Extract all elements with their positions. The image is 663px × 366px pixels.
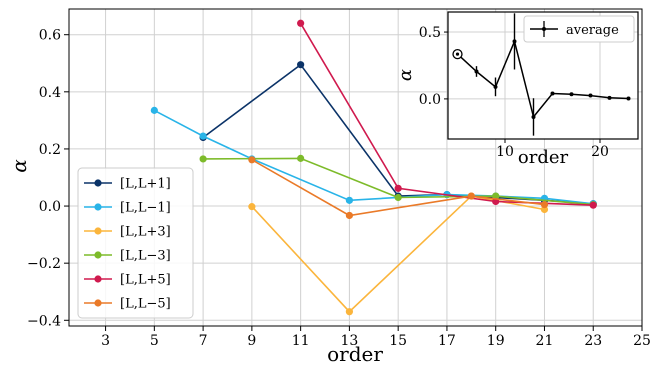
main-x-tick-label: 13	[340, 333, 358, 349]
series-line	[251, 195, 545, 313]
series-point	[297, 19, 305, 27]
average-point	[474, 69, 479, 74]
series-point	[394, 193, 402, 202]
average-point	[512, 39, 517, 44]
series-point	[589, 201, 597, 209]
inset-legend-label: average	[566, 23, 619, 38]
average-point	[550, 91, 555, 96]
average-point	[588, 93, 593, 98]
legend-label: [L,L−1]	[120, 201, 171, 216]
series-point	[199, 155, 207, 163]
main-x-tick-label: 15	[389, 333, 407, 349]
legend-marker	[94, 203, 102, 211]
series-point	[199, 132, 207, 140]
main-y-tick-label: 0.6	[39, 28, 61, 44]
inset-series-group	[452, 13, 631, 136]
average-point	[455, 52, 460, 56]
inset-chart: 10 20 0.0 0.5 average order α	[395, 11, 639, 168]
series-point	[345, 196, 354, 204]
legend-marker	[94, 275, 102, 283]
legend-marker	[94, 251, 102, 259]
inset-x-axis-title: order	[518, 147, 569, 168]
series-point	[467, 192, 475, 200]
inset-plot-frame	[447, 11, 639, 140]
legend-label: [L,L+3]	[120, 225, 171, 240]
main-y-tick-label: 0.4	[39, 85, 61, 101]
main-x-tick-label: 25	[633, 333, 651, 349]
main-x-tick-label: 19	[487, 333, 505, 349]
main-y-tick-label: −0.4	[27, 313, 61, 329]
legend-marker	[94, 299, 102, 307]
main-ticks: 3 5 7 9 11 13 15 17 19 21 23 25 −0.4 −0.2 0.0 0.2 0.4 0.6	[27, 28, 651, 349]
average-point	[493, 84, 498, 89]
legend-marker	[94, 227, 102, 235]
average-point	[626, 96, 631, 101]
legend-label: [L,L+1]	[120, 177, 171, 192]
series-point	[394, 184, 402, 192]
series-line	[251, 159, 545, 217]
main-legend: [L,L+1] [L,L−1] [L,L+3] [L,L−3] [L,L+5] [L,L−…	[77, 167, 194, 319]
main-x-tick-label: 23	[584, 333, 602, 349]
series-point	[297, 61, 305, 69]
legend-label: [L,L−5]	[120, 297, 171, 312]
main-y-tick-label: 0.0	[39, 199, 61, 215]
main-x-tick-label: 9	[247, 333, 256, 349]
main-x-tick-label: 7	[199, 333, 208, 349]
inset-y-tick-label: 0.0	[419, 92, 441, 108]
main-y-tick-label: 0.2	[39, 142, 61, 158]
legend-box	[77, 167, 194, 319]
inset-x-tick-label: 20	[591, 144, 609, 160]
legend-label: [L,L−3]	[120, 249, 171, 264]
series-point	[150, 106, 158, 114]
main-x-tick-label: 3	[101, 333, 110, 349]
series-point	[345, 308, 354, 316]
main-plot-frame	[68, 8, 643, 327]
series-point	[248, 203, 256, 211]
legend-marker	[94, 179, 102, 187]
series-point	[492, 192, 500, 200]
series-point	[248, 156, 256, 164]
main-y-axis-title: α	[7, 159, 31, 173]
series-point	[297, 154, 305, 162]
main-series-group	[150, 19, 597, 316]
main-x-tick-label: 5	[150, 333, 159, 349]
main-y-tick-label: −0.2	[27, 256, 61, 272]
inset-y-axis-title: α	[395, 69, 416, 81]
series-point	[540, 201, 549, 209]
main-x-axis-title: order	[327, 342, 383, 366]
average-point	[569, 92, 574, 97]
main-x-tick-label: 21	[536, 333, 554, 349]
inset-legend: average	[523, 15, 635, 43]
inset-y-tick-label: 0.5	[419, 25, 441, 41]
inset-ticks: 10 20 0.0 0.5	[419, 25, 609, 160]
main-x-tick-label: 11	[292, 333, 310, 349]
average-line	[456, 39, 629, 119]
legend-label: [L,L+5]	[120, 273, 171, 288]
average-point	[531, 114, 536, 119]
inset-x-tick-label: 10	[496, 144, 514, 160]
inset-legend-box	[523, 15, 635, 43]
average-point	[607, 95, 612, 100]
series-point	[345, 211, 354, 220]
main-x-tick-label: 17	[438, 333, 456, 349]
inset-legend-marker	[542, 27, 546, 31]
